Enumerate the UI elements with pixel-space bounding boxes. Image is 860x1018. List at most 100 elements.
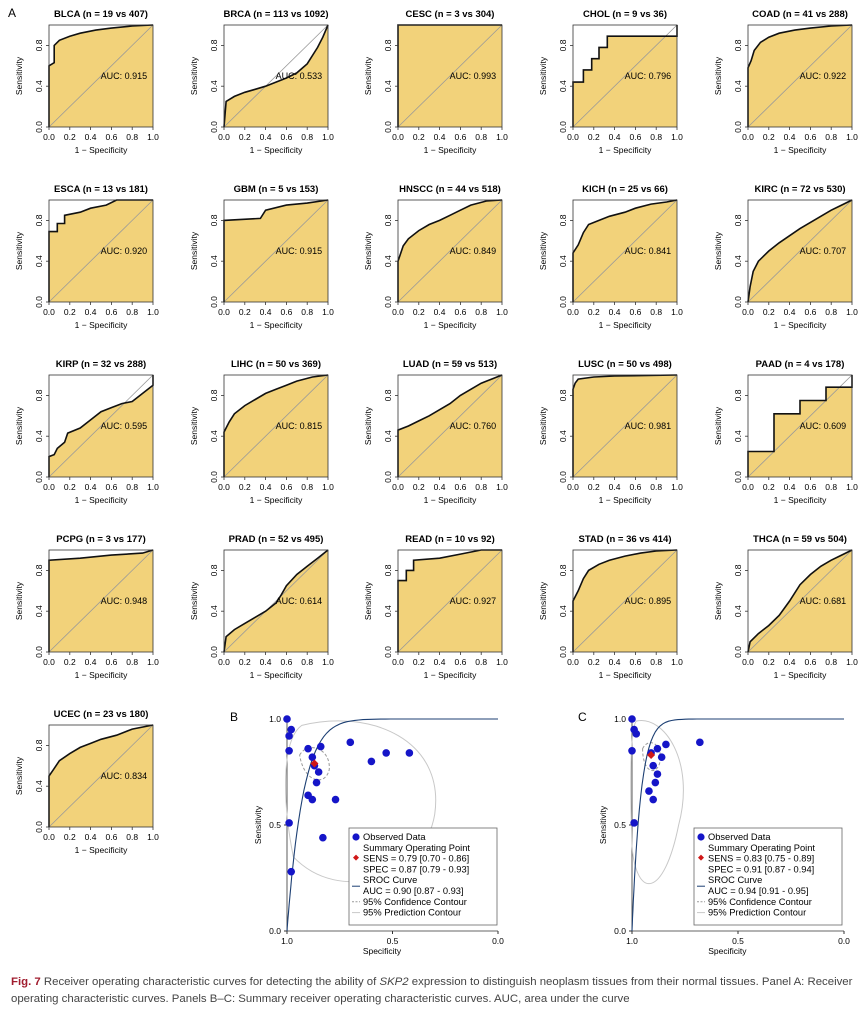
x-tick-label: 0.8 bbox=[126, 832, 138, 842]
x-axis-label: 1 − Specificity bbox=[250, 320, 303, 330]
x-tick-label: 0.8 bbox=[126, 482, 138, 492]
x-axis-label: 1 − Specificity bbox=[75, 495, 128, 505]
x-tick-label: 0.0 bbox=[742, 307, 754, 317]
reference-diagonal bbox=[223, 199, 329, 303]
auc-label: AUC: 0.981 bbox=[625, 421, 672, 431]
y-axis-label: Sensitivity bbox=[363, 231, 373, 270]
y-axis-label: Sensitivity bbox=[363, 56, 373, 95]
y-tick-label: 0.0 bbox=[209, 471, 219, 483]
x-tick-label: 0.4 bbox=[260, 307, 272, 317]
observed-point bbox=[287, 725, 296, 734]
observed-point bbox=[287, 867, 296, 876]
roc-plot: PCPG (n = 3 vs 177) AUC: 0.948 0.0 0.2 0.4 0.… bbox=[14, 534, 159, 680]
roc-curve bbox=[572, 199, 678, 302]
roc-curve bbox=[223, 374, 329, 477]
roc-plot: READ (n = 10 vs 92) AUC: 0.927 0.0 0.2 0.4 0.… bbox=[363, 534, 508, 680]
x-tick-label: 0.8 bbox=[301, 657, 313, 667]
roc-plot: PRAD (n = 52 vs 495) AUC: 0.614 0.0 0.2 0.4 0… bbox=[189, 534, 334, 680]
plot-title: BRCA (n = 113 vs 1092) bbox=[224, 9, 329, 20]
reference-diagonal bbox=[223, 549, 329, 653]
x-tick-label: 0.2 bbox=[763, 657, 775, 667]
prediction-contour bbox=[630, 720, 684, 885]
caption-text-before: Receiver operating characteristic curves… bbox=[43, 976, 377, 988]
auc-label: AUC: 0.849 bbox=[450, 246, 497, 256]
roc-plot: ESCA (n = 13 vs 181) AUC: 0.920 0.0 0.2 0.4 0… bbox=[14, 184, 159, 330]
y-tick-label: 0.8 bbox=[383, 564, 393, 576]
y-tick-label: 0.4 bbox=[34, 255, 44, 267]
roc-plot: KICH (n = 25 vs 66) AUC: 0.841 0.0 0.2 0.4 0.… bbox=[538, 184, 683, 330]
y-axis-label: Sensitivity bbox=[713, 56, 723, 95]
roc-plot: LIHC (n = 50 vs 369) AUC: 0.815 0.0 0.2 0.4 0… bbox=[189, 359, 334, 505]
x-tick-label: 0.0 bbox=[742, 482, 754, 492]
x-tick-label: 0.6 bbox=[804, 657, 816, 667]
x-tick-label: 0.4 bbox=[260, 657, 272, 667]
legend-prediction: 95% Prediction Contour bbox=[708, 908, 806, 918]
reference-diagonal bbox=[48, 374, 154, 478]
y-tick-label: 0.8 bbox=[209, 389, 219, 401]
x-tick-label: 0.0 bbox=[43, 307, 55, 317]
roc-curve bbox=[48, 724, 154, 827]
x-tick-label: 0.6 bbox=[804, 307, 816, 317]
y-axis-label: Sensitivity bbox=[713, 406, 723, 445]
x-tick-label: 1.0 bbox=[846, 482, 858, 492]
x-tick-label: 0.0 bbox=[43, 132, 55, 142]
x-tick-label: 0.8 bbox=[301, 132, 313, 142]
x-tick-label: 0.6 bbox=[280, 307, 292, 317]
x-tick-label: 1.0 bbox=[496, 307, 508, 317]
y-tick-label: 0.4 bbox=[733, 80, 743, 92]
x-tick-label: 0.8 bbox=[126, 307, 138, 317]
y-axis-label: Sensitivity bbox=[189, 581, 199, 620]
roc-plot: BLCA (n = 19 vs 407) AUC: 0.915 0.0 0.2 0.4 0… bbox=[14, 9, 159, 155]
plot-title: THCA (n = 59 vs 504) bbox=[753, 534, 847, 545]
auc-label: AUC: 0.609 bbox=[800, 421, 847, 431]
x-tick-label: 0.8 bbox=[126, 132, 138, 142]
x-tick-label: 1.0 bbox=[147, 657, 159, 667]
x-tick-label: 0.2 bbox=[588, 657, 600, 667]
y-tick-label: 0.8 bbox=[558, 564, 568, 576]
plot-title: LUAD (n = 59 vs 513) bbox=[403, 359, 497, 370]
auc-label: AUC: 0.841 bbox=[625, 246, 672, 256]
plot-frame bbox=[48, 374, 154, 478]
reference-diagonal bbox=[572, 374, 678, 478]
caption-text-after: expression to distinguish neoplasm tissu… bbox=[11, 976, 853, 1005]
x-tick-label: 0.2 bbox=[64, 482, 76, 492]
y-tick-label: 0.4 bbox=[34, 80, 44, 92]
x-tick-label: 0.8 bbox=[650, 132, 662, 142]
plot-frame bbox=[397, 24, 503, 128]
x-tick-label: 0.0 bbox=[392, 482, 404, 492]
y-tick-label: 0.4 bbox=[34, 430, 44, 442]
y-tick-label: 0.0 bbox=[209, 121, 219, 133]
auc-label: AUC: 0.834 bbox=[101, 771, 148, 781]
roc-plot: LUSC (n = 50 vs 498) AUC: 0.981 0.0 0.2 0.4 0… bbox=[538, 359, 683, 505]
observed-point bbox=[367, 757, 376, 766]
reference-diagonal bbox=[572, 24, 678, 128]
x-tick-label: 0.0 bbox=[567, 132, 579, 142]
x-tick-label: 0.4 bbox=[609, 657, 621, 667]
y-tick-label: 0.8 bbox=[209, 564, 219, 576]
plot-frame bbox=[572, 24, 678, 128]
legend-observed: Observed Data bbox=[363, 832, 426, 842]
x-axis-label: 1 − Specificity bbox=[250, 145, 303, 155]
observed-point bbox=[285, 819, 293, 827]
x-tick-label: 1.0 bbox=[671, 307, 683, 317]
panel-label-c: C bbox=[578, 710, 587, 724]
panel-label-a: A bbox=[8, 6, 16, 20]
plot-title: GBM (n = 5 vs 153) bbox=[234, 184, 319, 195]
x-tick-label: 0.6 bbox=[804, 132, 816, 142]
x-axis-label: 1 − Specificity bbox=[424, 145, 477, 155]
plot-title: BLCA (n = 19 vs 407) bbox=[54, 9, 148, 20]
observed-point bbox=[645, 787, 653, 795]
observed-point bbox=[314, 768, 323, 776]
y-tick-label: 0.8 bbox=[733, 214, 743, 226]
y-axis-label: Sensitivity bbox=[538, 56, 548, 95]
plot-title: LIHC (n = 50 vs 369) bbox=[231, 359, 321, 370]
sroc-curve bbox=[631, 718, 844, 931]
x-tick-label: 0.0 bbox=[838, 936, 850, 946]
y-tick-label: 0.0 bbox=[558, 471, 568, 483]
reference-diagonal bbox=[397, 549, 503, 653]
y-axis-label: Sensitivity bbox=[189, 231, 199, 270]
roc-curve bbox=[747, 24, 853, 127]
observed-point bbox=[649, 795, 657, 804]
observed-point bbox=[285, 732, 293, 740]
panel-b-sroc: 1.0 0.5 0.0 0.0 0.5 1.0 Specificity Sensitivity… bbox=[253, 714, 504, 956]
